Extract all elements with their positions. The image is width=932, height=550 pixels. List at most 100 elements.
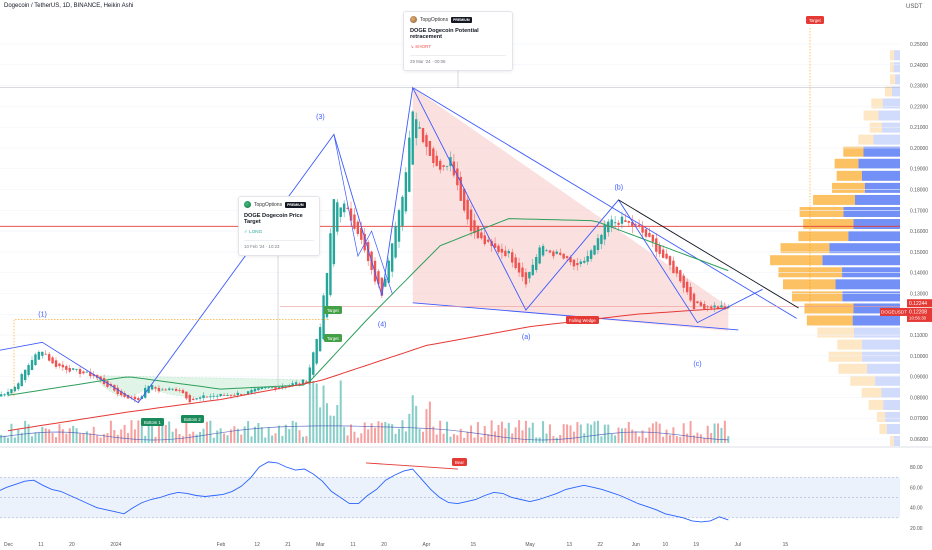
candle-body: [47, 354, 51, 361]
candle-body: [133, 396, 137, 400]
volume-bar: [51, 432, 54, 443]
volume-bar: [600, 436, 603, 443]
volume-bar: [514, 427, 517, 443]
volume-bar: [185, 422, 188, 443]
candle-body: [576, 262, 579, 266]
volume-bar: [253, 426, 256, 443]
volume-bar: [339, 380, 342, 443]
candle-body: [456, 168, 459, 186]
volume-bar: [655, 421, 658, 443]
volume-bar: [301, 436, 304, 443]
volume-bar: [545, 433, 548, 443]
candle-body: [559, 252, 562, 255]
profile-bar-sell: [871, 98, 883, 109]
idea-card-short[interactable]: TopgOptions PREMIUM DOGE Dogecoin Potent…: [403, 11, 513, 71]
volume-bar: [34, 432, 37, 443]
wedge-upper-line: [412, 87, 797, 319]
volume-bar: [48, 429, 51, 443]
candle-body: [545, 250, 548, 252]
profile-bar-sell: [817, 327, 854, 338]
candle-body: [178, 389, 181, 391]
volume-bar: [0, 434, 3, 443]
price-tick-label: 0.11000: [910, 333, 928, 339]
price-tick-label: 0.21000: [910, 125, 928, 131]
volume-bar: [586, 423, 589, 443]
profile-bar-sell: [791, 291, 843, 302]
candle-body: [613, 222, 617, 224]
price-tick-label: 0.07000: [910, 416, 928, 422]
volume-bar: [470, 425, 473, 443]
volume-bar: [247, 421, 250, 443]
volume-bar: [398, 428, 401, 443]
volume-bar: [651, 423, 654, 443]
volume-bar: [288, 429, 291, 443]
idea-card-long[interactable]: TopgOptions PREMIUM DOGE Dogecoin Price …: [238, 196, 320, 256]
projection-line: [618, 199, 799, 309]
candle-body: [298, 383, 301, 385]
profile-bar-sell: [876, 411, 886, 422]
volume-bar: [367, 429, 370, 443]
time-tick-label: 12: [254, 542, 260, 548]
volume-bar: [401, 420, 404, 443]
profile-bar-buy: [822, 255, 900, 266]
volume-bar: [250, 436, 253, 443]
profile-bar-buy: [885, 411, 900, 422]
candle-body: [270, 386, 274, 388]
candle-body: [171, 388, 174, 390]
elliott-wave-line: [0, 86, 763, 404]
profile-bar-sell: [861, 387, 882, 398]
profile-bar-sell: [837, 339, 863, 350]
candle-body: [699, 302, 703, 306]
candle-body: [308, 367, 312, 383]
candle-body: [655, 238, 658, 252]
volume-bar: [58, 424, 61, 443]
candle-body: [0, 394, 3, 397]
candle-body: [274, 387, 277, 389]
volume-bar: [171, 431, 174, 443]
candle-body: [555, 251, 558, 254]
candle-body: [291, 383, 294, 387]
volume-bar: [500, 421, 503, 443]
volume-bar: [308, 378, 311, 443]
bar-countdown-label: 10:56:30: [909, 315, 927, 320]
volume-bar: [689, 421, 692, 443]
volume-bar: [226, 435, 229, 443]
volume-bar: [706, 425, 709, 443]
candle-body: [541, 245, 545, 256]
volume-bar: [192, 431, 195, 443]
profile-bar-sell: [884, 86, 892, 97]
volume-bar: [487, 434, 490, 443]
volume-bar: [188, 433, 191, 443]
candle-body: [360, 227, 363, 240]
volume-bar: [579, 424, 582, 443]
price-tick-label: 0.08000: [910, 395, 928, 401]
profile-bar-buy: [835, 279, 900, 290]
volume-bar: [435, 434, 438, 443]
brand-logo-icon: [244, 201, 251, 208]
currency-label: USDT: [906, 4, 923, 10]
candle-body: [438, 160, 442, 170]
candle-body: [607, 221, 610, 233]
volume-bar: [679, 436, 682, 443]
price-tick-label: 0.17000: [910, 208, 928, 214]
candle-body: [318, 327, 322, 352]
candle-body: [692, 293, 696, 310]
profile-bar-sell: [868, 399, 884, 410]
profile-bar-sell: [863, 110, 879, 121]
volume-bar: [137, 420, 140, 443]
price-tick-label: 0.23000: [910, 84, 928, 90]
volume-bar: [518, 420, 521, 443]
profile-bar-sell: [890, 50, 895, 61]
candle-body: [6, 391, 10, 395]
volume-bar: [524, 420, 527, 443]
volume-bar: [24, 420, 27, 443]
volume-bar: [277, 425, 280, 443]
card-divider: [410, 55, 506, 56]
volume-bar: [322, 385, 325, 443]
idea-direction: ↘ SHORT: [410, 44, 506, 50]
candle-body: [312, 352, 315, 375]
volume-bar: [195, 434, 198, 443]
candle-body: [253, 388, 257, 392]
volume-bar: [459, 428, 462, 443]
